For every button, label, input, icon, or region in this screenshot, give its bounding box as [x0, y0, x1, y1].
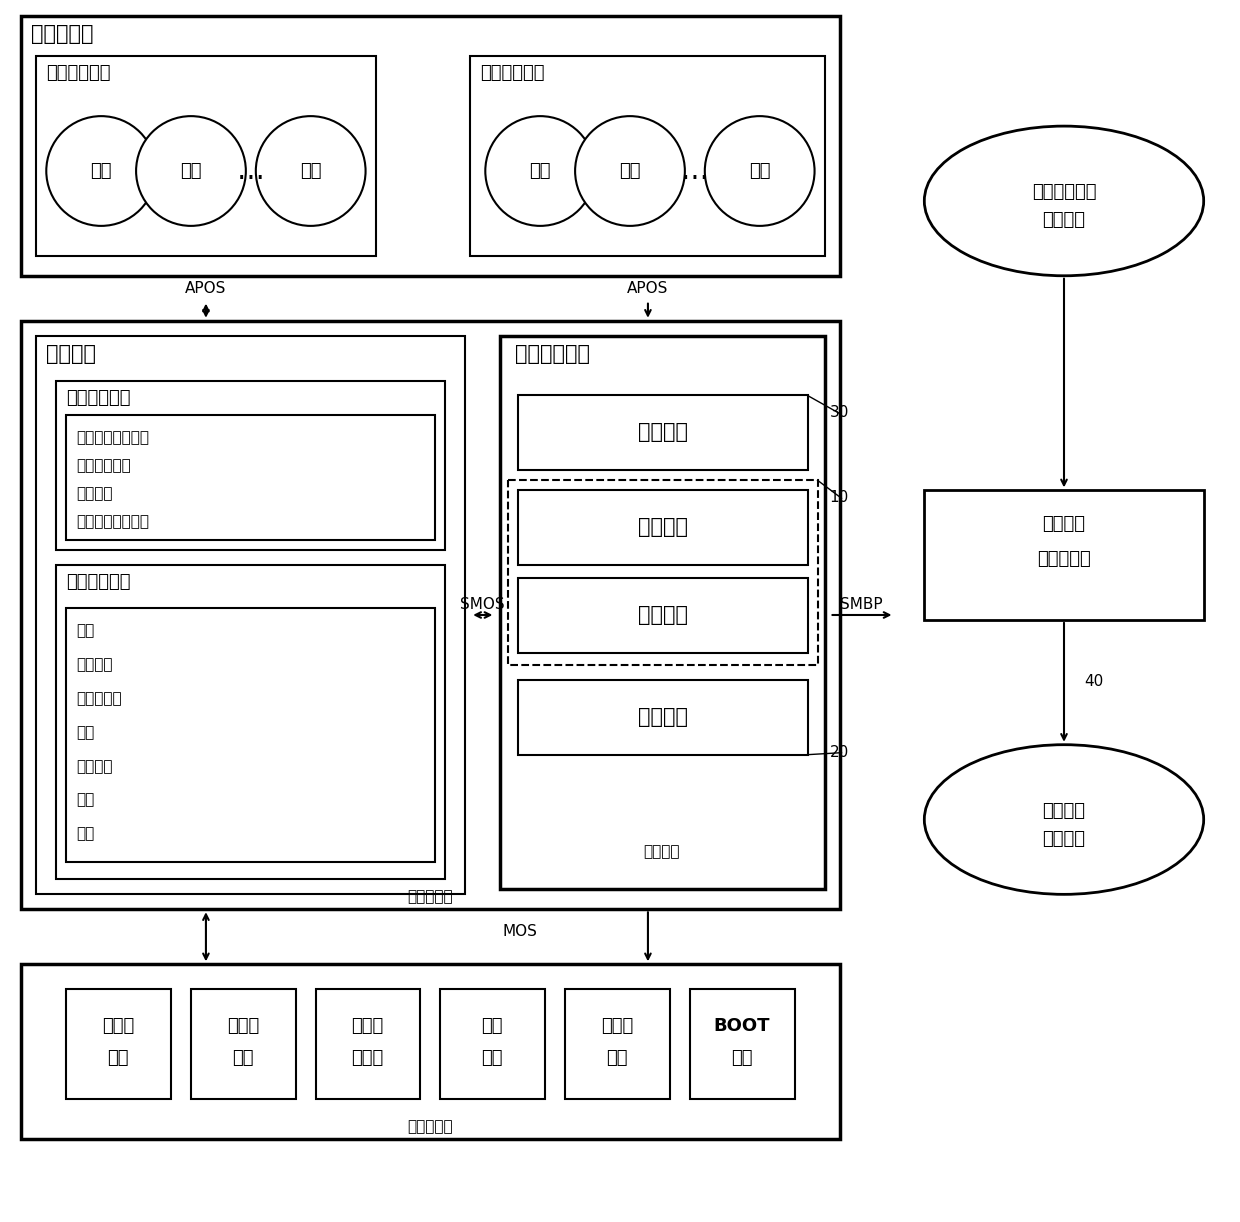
Text: 处理: 处理 — [529, 163, 551, 180]
Text: 中断: 中断 — [481, 1017, 503, 1035]
Text: 配置管理: 配置管理 — [637, 605, 688, 624]
Text: 处理: 处理 — [180, 163, 202, 180]
Bar — [924, 490, 1204, 620]
Text: 线程服务: 线程服务 — [76, 657, 113, 672]
Bar — [518, 490, 807, 565]
Text: 调度: 调度 — [76, 623, 94, 638]
Text: 30: 30 — [830, 406, 849, 420]
Text: MOS: MOS — [502, 924, 538, 940]
Bar — [518, 578, 807, 653]
Circle shape — [136, 116, 246, 226]
Bar — [66, 415, 435, 540]
Text: 资源: 资源 — [108, 1048, 129, 1067]
Bar — [316, 989, 420, 1099]
Text: 应用软件蓝印: 应用软件蓝印 — [1032, 183, 1096, 200]
Text: BOOT: BOOT — [713, 1017, 770, 1035]
Text: 资源: 资源 — [606, 1048, 627, 1067]
Bar — [518, 396, 807, 470]
Text: 通信资: 通信资 — [351, 1017, 383, 1035]
Bar — [56, 380, 445, 550]
Text: 系统蓝印: 系统蓝印 — [1043, 516, 1085, 533]
Circle shape — [46, 116, 156, 226]
Circle shape — [575, 116, 684, 226]
Text: APOS: APOS — [185, 281, 227, 296]
Text: 应用管理软件: 应用管理软件 — [480, 65, 544, 82]
Text: 定时器: 定时器 — [227, 1017, 259, 1035]
Text: 处理: 处理 — [749, 163, 770, 180]
Circle shape — [704, 116, 815, 226]
Text: 功能应用软件: 功能应用软件 — [46, 65, 110, 82]
Text: 模块支持层: 模块支持层 — [408, 1119, 454, 1134]
Ellipse shape — [924, 126, 1204, 276]
Text: 自测试: 自测试 — [601, 1017, 634, 1035]
Text: 系统管理: 系统管理 — [644, 844, 681, 859]
Text: 安全服务: 安全服务 — [76, 486, 113, 501]
Bar — [470, 56, 825, 255]
Text: 文件装载: 文件装载 — [76, 759, 113, 774]
Text: 实时操作系统: 实时操作系统 — [66, 573, 130, 591]
Text: APOS: APOS — [627, 281, 668, 296]
Bar — [440, 989, 546, 1099]
Bar — [56, 565, 445, 880]
Text: 操作系统: 操作系统 — [46, 343, 97, 364]
Text: 应用软件层: 应用软件层 — [31, 24, 94, 44]
Bar — [191, 989, 295, 1099]
Bar — [66, 609, 435, 863]
Text: （运行时）: （运行时） — [1037, 550, 1091, 568]
Text: 操作系统层: 操作系统层 — [408, 890, 454, 904]
Text: 资源: 资源 — [232, 1048, 254, 1067]
Bar — [689, 989, 795, 1099]
Text: 源管理: 源管理 — [351, 1048, 383, 1067]
Circle shape — [255, 116, 366, 226]
Text: 安全管理: 安全管理 — [637, 706, 688, 727]
Text: 通信: 通信 — [76, 725, 94, 739]
Text: 故障管理服务: 故障管理服务 — [76, 458, 131, 473]
Text: SMBP: SMBP — [841, 598, 883, 612]
Text: 操作系统扩展: 操作系统扩展 — [66, 389, 130, 407]
Text: 处理: 处理 — [300, 163, 321, 180]
Bar — [508, 480, 817, 665]
Text: 处理: 处理 — [619, 163, 641, 180]
Ellipse shape — [924, 744, 1204, 895]
Bar — [36, 56, 376, 255]
Text: 存储器: 存储器 — [102, 1017, 134, 1035]
Text: 10: 10 — [830, 490, 848, 505]
Text: 故障管理: 故障管理 — [637, 517, 688, 538]
Text: （设计）: （设计） — [1043, 211, 1085, 229]
Text: SMOS: SMOS — [460, 598, 505, 612]
Text: 虚拟通道管理服务: 虚拟通道管理服务 — [76, 430, 149, 445]
Text: 虚拟存储器: 虚拟存储器 — [76, 690, 122, 706]
Bar — [518, 679, 807, 755]
Text: 40: 40 — [1084, 675, 1104, 689]
Text: …: … — [681, 156, 709, 185]
Text: 处理: 处理 — [91, 163, 112, 180]
Bar — [21, 964, 839, 1139]
Text: 通用系统管理: 通用系统管理 — [516, 343, 590, 364]
Bar — [21, 320, 839, 909]
Bar — [565, 989, 670, 1099]
Bar — [500, 336, 825, 890]
Text: 资源: 资源 — [481, 1048, 503, 1067]
Text: 同步: 同步 — [76, 793, 94, 808]
Text: 20: 20 — [830, 744, 848, 760]
Text: （设计）: （设计） — [1043, 830, 1085, 848]
Circle shape — [485, 116, 595, 226]
Text: 定时: 定时 — [76, 826, 94, 842]
Text: …: … — [237, 156, 265, 185]
Text: 下载: 下载 — [730, 1048, 753, 1067]
Text: 健康监视: 健康监视 — [637, 423, 688, 442]
Bar — [21, 16, 839, 276]
Bar — [36, 336, 465, 895]
Bar — [66, 989, 171, 1099]
Text: 数据库客户端服务: 数据库客户端服务 — [76, 514, 149, 529]
Text: 资源蓝印: 资源蓝印 — [1043, 802, 1085, 820]
